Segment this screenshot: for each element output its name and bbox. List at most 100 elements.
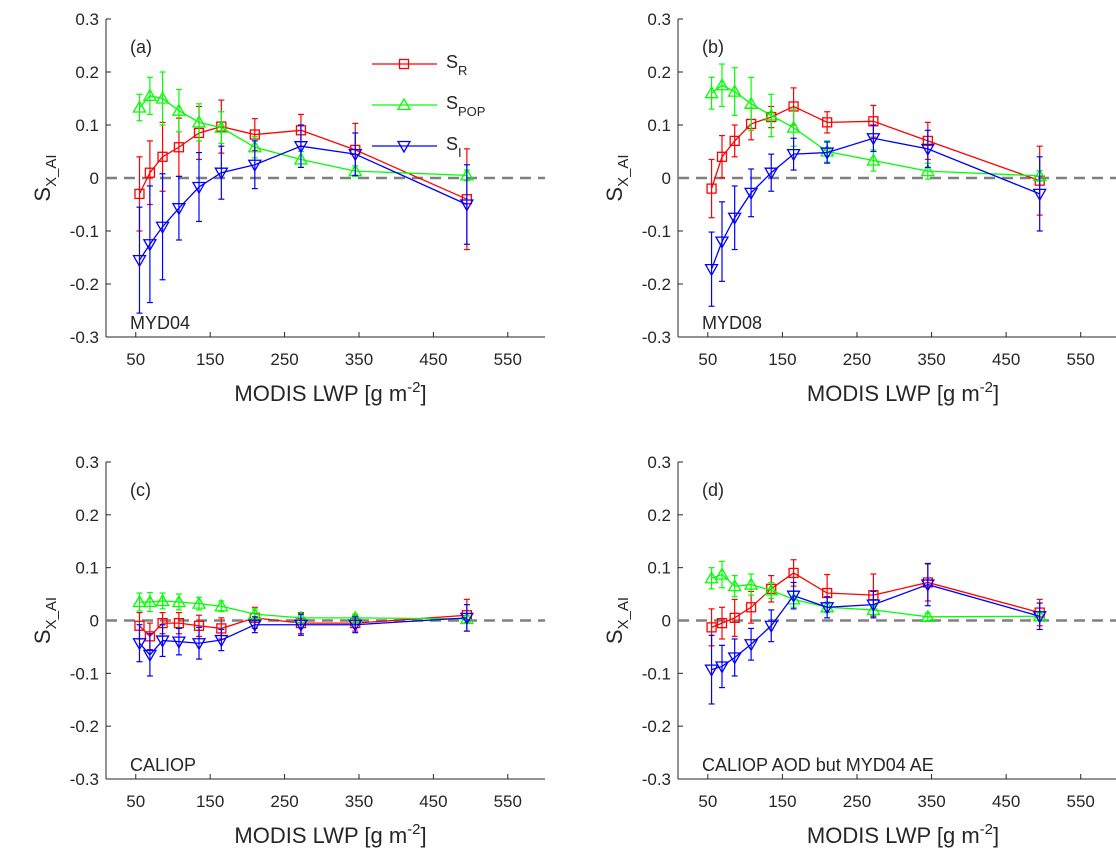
x-tick-label: 250 [843,792,871,811]
legend-marker [396,140,412,154]
legend-label: SR [446,52,467,78]
y-tick-label: -0.1 [70,222,99,241]
series-S_R [134,99,473,251]
y-tick-label: 0.1 [75,559,99,578]
x-tick-label: 550 [494,350,522,369]
data-point [214,598,229,612]
data-point [704,85,719,99]
series-line [711,583,1040,671]
x-tick-label: 50 [698,792,717,811]
data-point [171,636,187,649]
data-point [866,599,881,612]
series-line [710,105,1040,189]
data-point [142,594,158,608]
data-point [144,167,156,178]
panel-letter: (a) [130,37,152,57]
x-tick-label: 450 [992,350,1020,369]
series-S_I [704,124,1047,307]
data-point [214,120,229,133]
y-tick-label: 0.1 [75,116,99,135]
data-point [714,661,730,674]
y-tick-label: -0.3 [642,328,671,347]
data-point [704,570,719,584]
data-point [743,187,759,201]
series-S_I [704,562,1047,705]
x-tick-label: 250 [270,350,298,369]
x-tick-label: 150 [768,350,796,369]
y-tick-label: -0.1 [70,664,99,683]
y-tick-label: -0.2 [70,717,99,736]
data-point [171,203,187,216]
x-tick-label: 450 [419,350,447,369]
legend-marker [396,97,412,111]
chart-panel-0: -0.3 -0.2 -0.1 0 0.1 0.2 0.3 50 150 250 350 450 550 (… [30,10,545,406]
panel-source-label: MYD08 [702,313,762,333]
data-point [714,77,730,91]
series-line [138,145,468,261]
x-tick-label: 550 [1067,792,1095,811]
data-point [132,594,147,608]
x-tick-label: 350 [345,792,373,811]
y-tick-label: 0.2 [647,506,671,525]
x-tick-label: 350 [345,350,373,369]
y-tick-label: -0.2 [70,275,99,294]
x-axis-title: MODIS LWP [g m-2] [807,379,999,406]
data-point [788,567,799,579]
y-tick-label: -0.2 [642,717,671,736]
data-point [920,609,935,622]
data-point [214,167,229,181]
series-line [138,617,467,656]
y-tick-label: 0 [90,612,99,631]
x-tick-label: 150 [768,792,796,811]
series-line [139,614,467,638]
data-point [132,100,147,113]
data-point [142,88,158,101]
y-tick-label: -0.1 [642,222,671,241]
data-point [348,148,363,162]
series-line [139,600,467,620]
data-point [247,159,262,173]
x-tick-label: 450 [419,792,447,811]
legend: SR SPOP SI [372,52,485,160]
chart-panel-2: -0.3 -0.2 -0.1 0 0.1 0.2 0.3 50 150 250 350 450 550 (… [30,453,545,848]
data-point [743,639,759,652]
data-point [134,188,145,200]
legend-marker [398,58,410,70]
legend-label: SI [446,134,462,160]
data-point [293,619,309,633]
data-point [714,567,730,580]
chart-panel-1: -0.3 -0.2 -0.1 0 0.1 0.2 0.3 50 150 250 350 450 550 (… [602,10,1116,406]
data-point [191,181,207,195]
y-tick-label: 0.2 [75,506,99,525]
data-point [142,239,158,252]
data-point [920,163,935,177]
x-axis-title: MODIS LWP [g m-2] [807,821,999,848]
y-tick-label: 0 [662,169,671,188]
data-point [171,103,187,116]
y-axis-title: SX_AI [30,597,60,644]
series-S_I [132,124,474,314]
data-point [704,264,719,277]
x-axis-title: MODIS LWP [g m-2] [234,821,426,848]
data-point [704,664,719,677]
data-point [459,612,474,626]
data-point [716,617,728,629]
data-point [173,617,185,629]
data-point [920,579,935,592]
data-point [764,583,779,596]
x-tick-label: 350 [917,792,945,811]
panel-letter: (d) [702,480,724,500]
x-tick-label: 250 [843,350,871,369]
data-point [214,634,229,648]
data-point [247,619,262,633]
y-tick-label: 0.2 [647,63,671,82]
x-axis-title: MODIS LWP [g m-2] [234,379,426,406]
x-tick-label: 350 [917,350,945,369]
data-point [155,221,170,235]
data-point [920,143,935,157]
data-point [155,635,170,648]
y-tick-label: 0 [90,169,99,188]
series-line [710,137,1040,270]
y-tick-label: 0.1 [647,559,671,578]
panel-source-label: MYD04 [130,313,190,333]
